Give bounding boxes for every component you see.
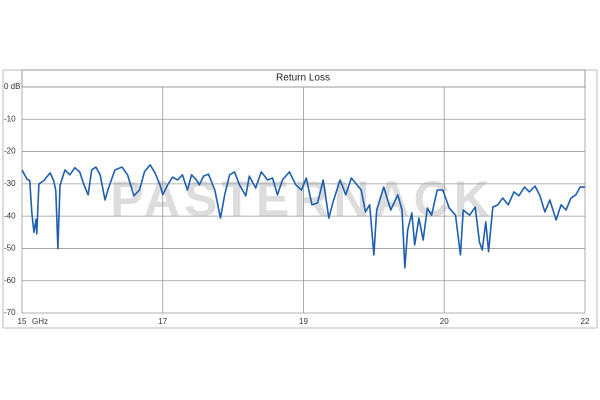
y-tick-label: -50 [4, 244, 16, 253]
y-tick-label: 0 dB [4, 82, 20, 91]
x-axis-label: GHz [32, 317, 48, 326]
x-tick-label: 15 [18, 317, 27, 326]
x-tick-label: 17 [158, 317, 167, 326]
y-tick-label: -30 [4, 179, 16, 188]
y-tick-label: -10 [4, 114, 16, 123]
chart-title: Return Loss [276, 73, 330, 84]
chart-frame [2, 69, 598, 329]
y-tick-label: -20 [4, 147, 16, 156]
x-tick-label: 20 [440, 317, 449, 326]
watermark: PASTERNACK [110, 171, 494, 227]
x-tick-label: 19 [299, 317, 308, 326]
y-tick-label: -40 [4, 211, 16, 220]
x-tick-label: 22 [581, 317, 590, 326]
y-tick-label: -60 [4, 276, 16, 285]
y-tick-label: -70 [4, 308, 16, 317]
data-line [21, 164, 585, 269]
